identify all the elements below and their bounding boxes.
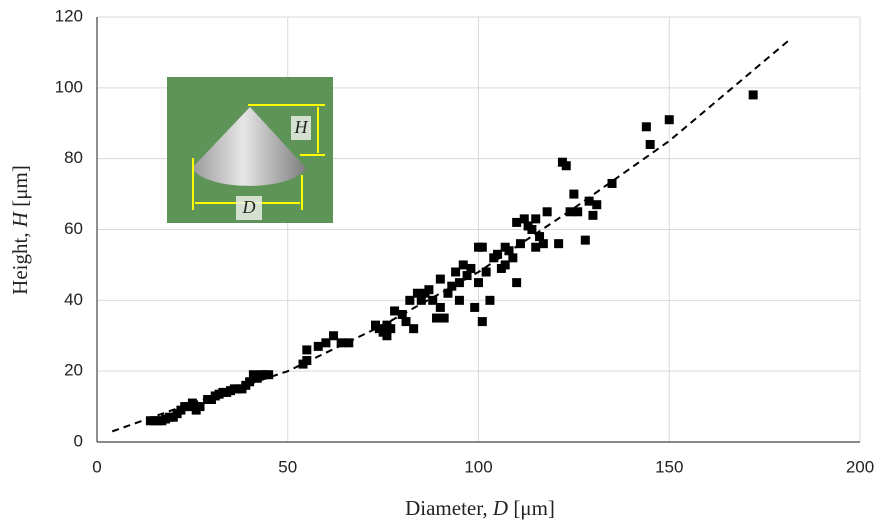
scatter-point — [435, 302, 445, 312]
inset-diameter-label: D — [242, 197, 256, 217]
y-tick-label: 100 — [55, 77, 83, 96]
scatter-point — [519, 214, 529, 224]
scatter-point — [470, 302, 480, 312]
scatter-point — [439, 313, 449, 323]
scatter-point — [477, 317, 487, 327]
scatter-point — [474, 278, 483, 288]
scatter-point — [424, 285, 434, 295]
scatter-point — [336, 338, 346, 348]
scatter-point — [401, 317, 411, 327]
scatter-point — [302, 356, 312, 366]
scatter-point — [748, 90, 758, 100]
scatter-point — [645, 140, 655, 149]
scatter-point — [512, 217, 522, 227]
scatter-point — [527, 225, 537, 234]
scatter-point — [512, 278, 522, 288]
scatter-point — [416, 295, 426, 305]
y-tick-label: 20 — [64, 361, 83, 380]
scatter-point — [451, 267, 461, 277]
cone — [192, 107, 306, 186]
scatter-point — [435, 274, 445, 284]
scatter-point — [588, 210, 598, 220]
scatter-point — [390, 306, 400, 316]
scatter-point — [462, 271, 472, 281]
scatter-point — [561, 161, 571, 171]
x-tick-label: 200 — [846, 457, 874, 476]
scatter-point — [477, 242, 487, 252]
scatter-point — [538, 239, 548, 249]
scatter-point — [580, 235, 590, 245]
scatter-point — [641, 122, 651, 132]
scatter-point — [515, 239, 525, 249]
x-axis-title: Diameter, D [μm] — [405, 496, 555, 520]
scatter-point — [432, 313, 442, 323]
scatter-point — [508, 253, 518, 263]
x-tick-label: 100 — [464, 457, 492, 476]
scatter-point — [386, 324, 396, 334]
scatter-point — [409, 324, 419, 334]
scatter-point — [443, 288, 453, 298]
scatter-point — [607, 178, 617, 188]
scatter-point — [554, 239, 564, 249]
y-tick-label: 40 — [64, 290, 83, 309]
scatter-point — [542, 207, 552, 217]
scatter-point — [454, 295, 464, 305]
scatter-point — [531, 242, 541, 252]
inset-image: H D — [167, 77, 333, 223]
scatter-point — [466, 263, 476, 273]
scatter-point — [344, 338, 354, 348]
scatter-point — [535, 232, 545, 242]
scatter-point — [458, 260, 468, 270]
scatter-point — [584, 196, 594, 206]
scatter-point — [428, 295, 438, 305]
y-tick-label: 80 — [64, 148, 83, 167]
scatter-point — [569, 189, 579, 199]
scatter-point — [245, 377, 255, 387]
y-tick-label: 0 — [74, 431, 83, 450]
scatter-point — [485, 295, 495, 305]
scatter-point — [313, 341, 323, 351]
scatter-point — [405, 295, 415, 305]
plot-area: 0 20 40 60 80 100 120 0 50 100 150 200 — [55, 6, 875, 476]
x-tick-label: 0 — [92, 457, 101, 476]
trend-line — [111, 37, 792, 433]
x-tick-label: 150 — [655, 457, 683, 476]
inset-height-label: H — [294, 117, 309, 137]
y-tick-label: 120 — [55, 6, 83, 25]
y-tick-label: 60 — [64, 219, 83, 238]
scatter-point — [264, 370, 274, 380]
scatter-point — [302, 345, 312, 355]
scatter-point — [447, 281, 457, 291]
scatter-point — [664, 115, 674, 125]
scatter-point — [382, 331, 392, 341]
scatter-point — [412, 288, 422, 298]
scatter-point — [493, 249, 503, 259]
scatter-point — [195, 402, 205, 412]
scatter-point — [500, 260, 510, 270]
x-tick-label: 50 — [278, 457, 297, 476]
scatter-point — [329, 331, 339, 341]
scatter-point — [573, 207, 583, 217]
scatter-point — [531, 214, 541, 224]
y-axis-title: Height, H [μm] — [8, 165, 32, 295]
scatter-point — [321, 338, 331, 348]
scatter-point — [592, 200, 602, 210]
scatter-point — [481, 267, 491, 277]
